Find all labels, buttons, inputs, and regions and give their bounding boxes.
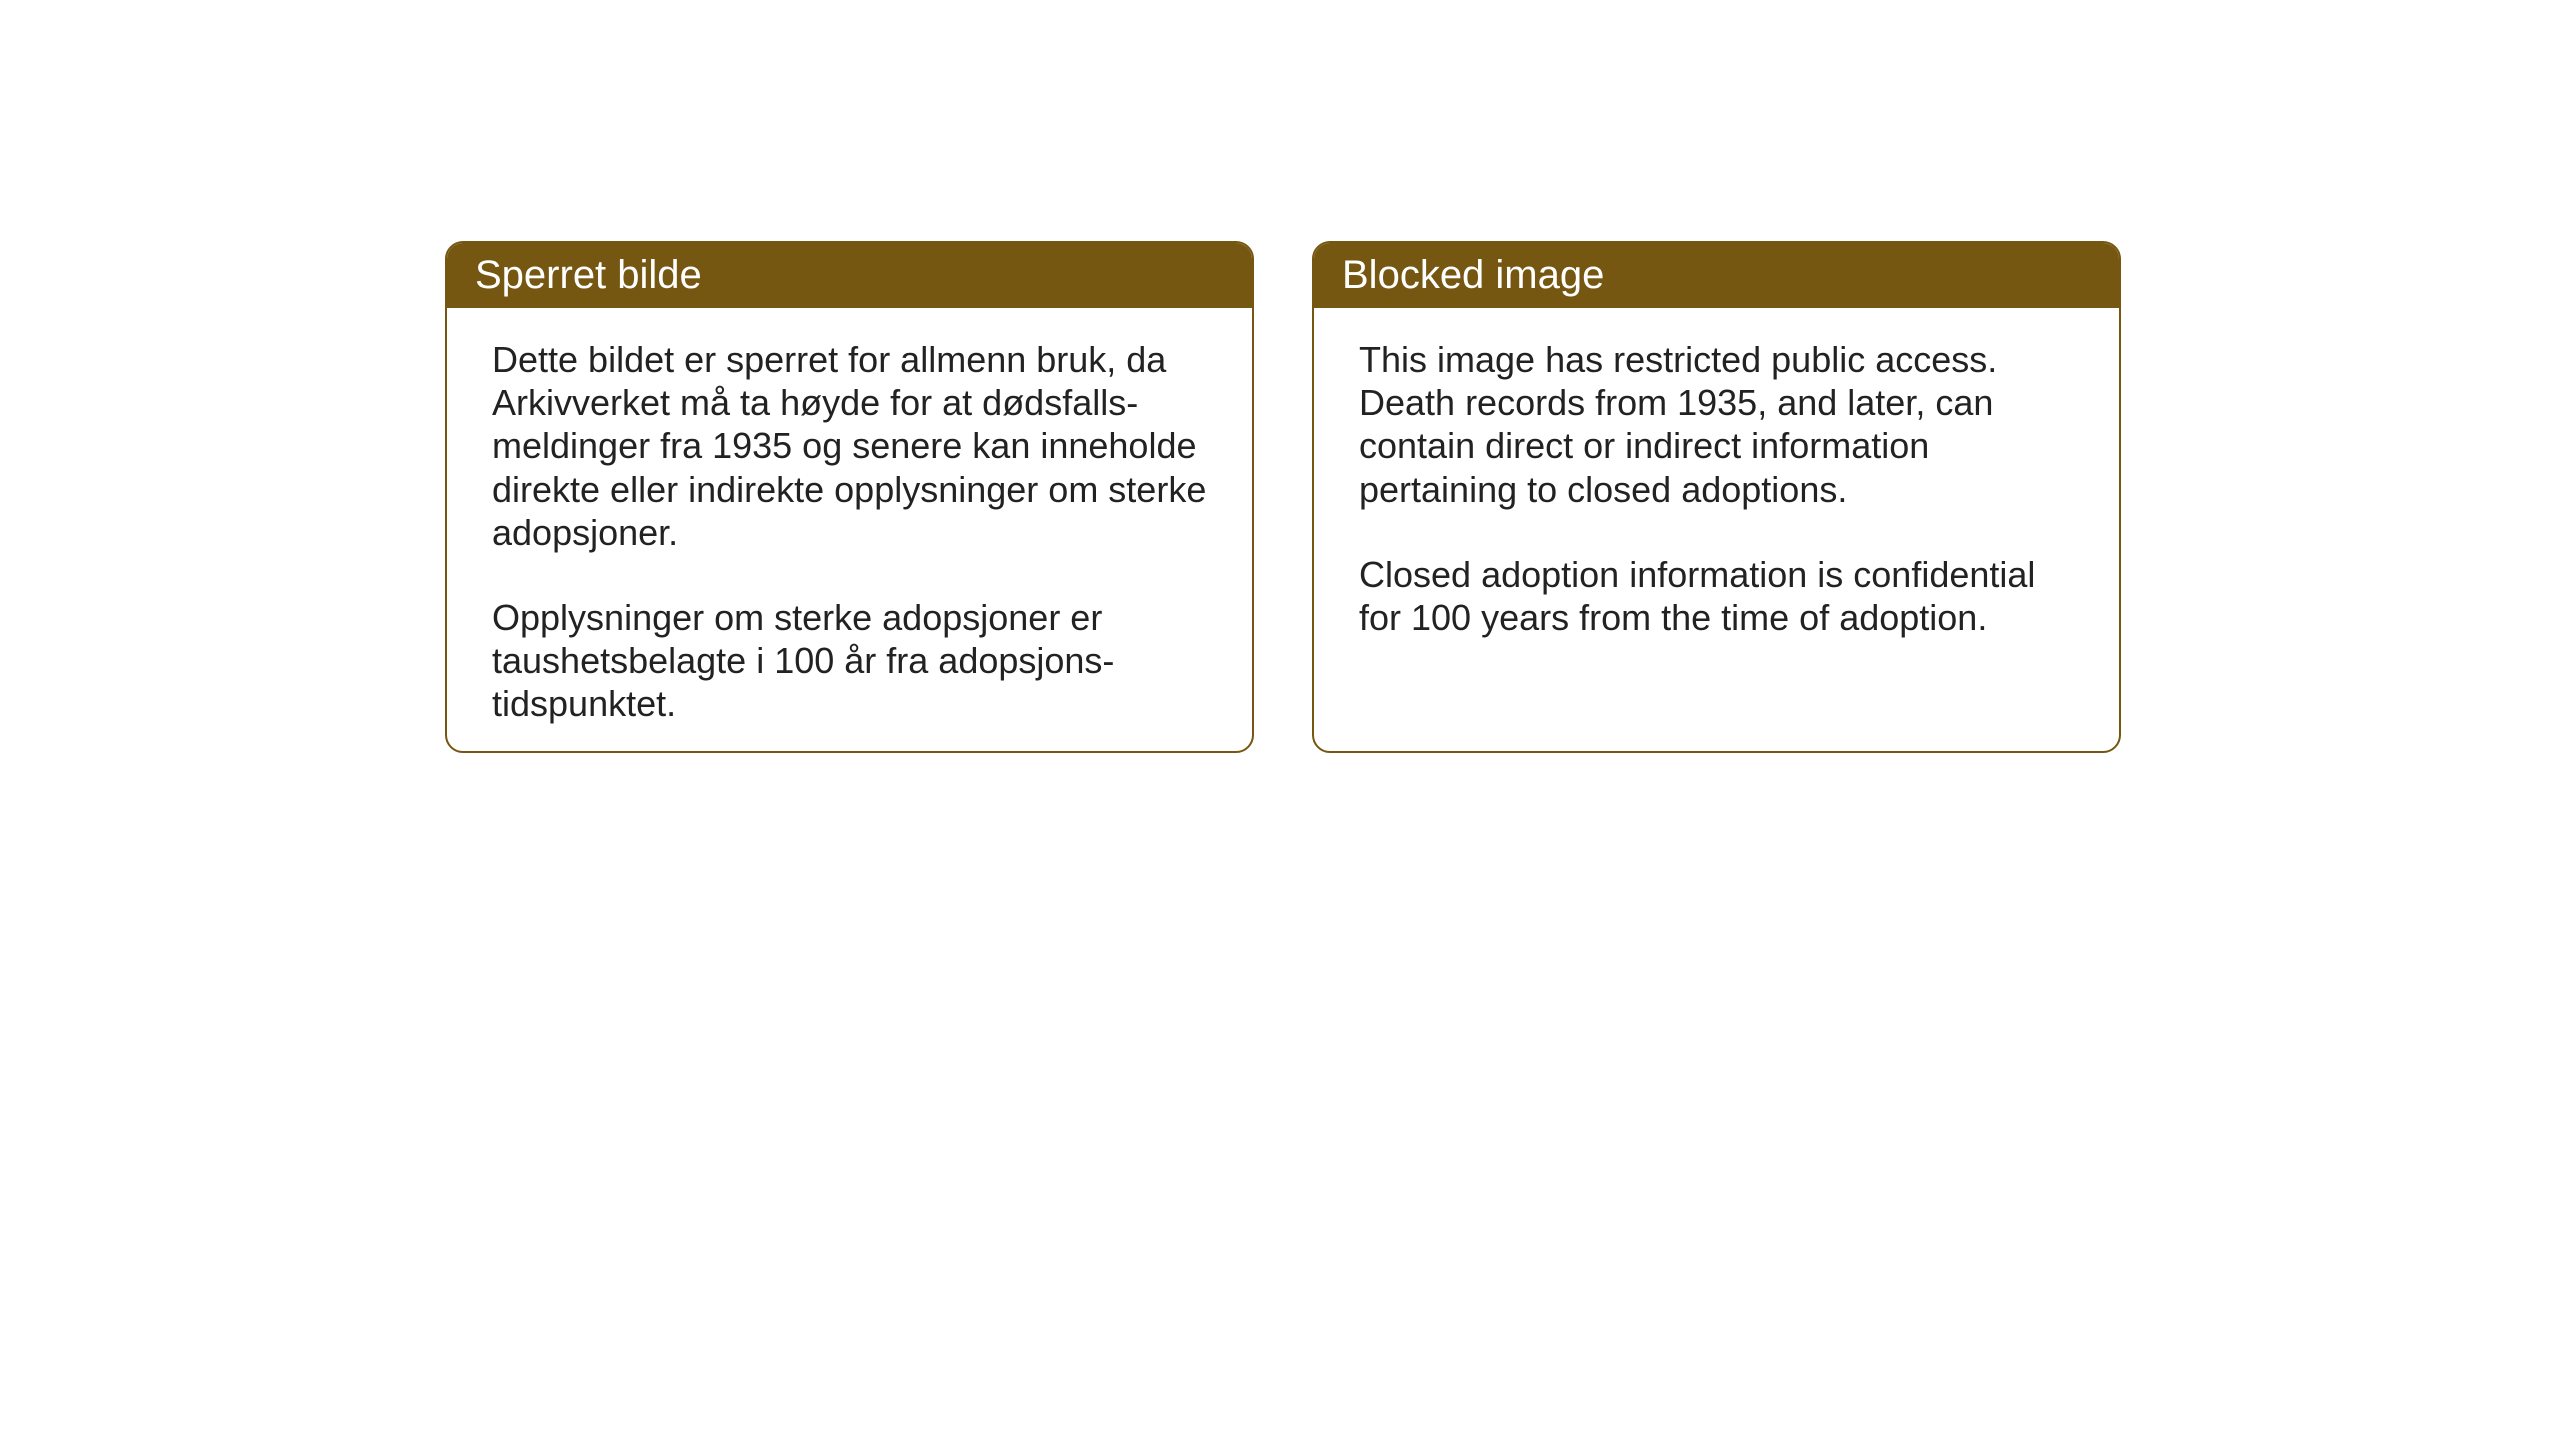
notice-paragraph-1-english: This image has restricted public access.… xyxy=(1359,338,2074,511)
notice-paragraph-1-norwegian: Dette bildet er sperret for allmenn bruk… xyxy=(492,338,1207,554)
notice-paragraph-2-english: Closed adoption information is confident… xyxy=(1359,553,2074,639)
notice-card-norwegian: Sperret bilde Dette bildet er sperret fo… xyxy=(445,241,1254,753)
notice-body-norwegian: Dette bildet er sperret for allmenn bruk… xyxy=(447,308,1252,753)
notice-title-english: Blocked image xyxy=(1342,253,1604,297)
notice-title-norwegian: Sperret bilde xyxy=(475,253,702,297)
notice-header-norwegian: Sperret bilde xyxy=(447,243,1252,308)
notice-container: Sperret bilde Dette bildet er sperret fo… xyxy=(445,241,2121,753)
notice-paragraph-2-norwegian: Opplysninger om sterke adopsjoner er tau… xyxy=(492,596,1207,726)
notice-header-english: Blocked image xyxy=(1314,243,2119,308)
notice-card-english: Blocked image This image has restricted … xyxy=(1312,241,2121,753)
notice-body-english: This image has restricted public access.… xyxy=(1314,308,2119,669)
